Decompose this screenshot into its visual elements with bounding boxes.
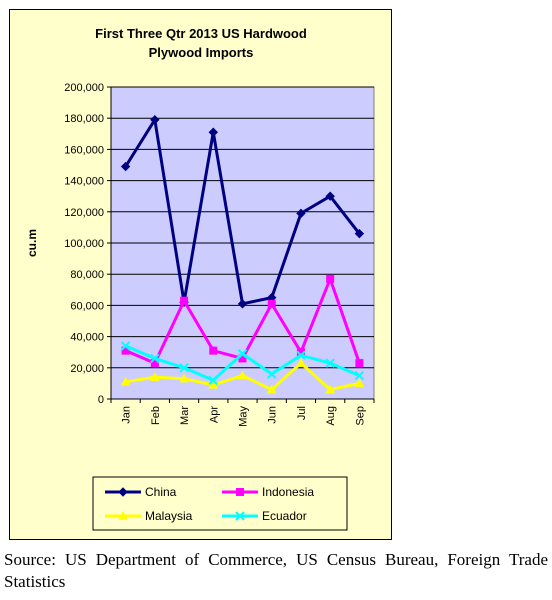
data-point — [235, 511, 245, 521]
data-point — [118, 487, 128, 497]
y-tick-label: 160,000 — [64, 144, 104, 156]
x-tick-label: Jun — [267, 406, 279, 424]
legend-label: Malaysia — [145, 509, 193, 523]
data-point — [179, 363, 189, 373]
data-point — [296, 358, 306, 367]
chart-frame: First Three Qtr 2013 US Hardwood Plywood… — [9, 9, 392, 540]
legend-label: Ecuador — [262, 509, 307, 523]
legend-item-china: China — [105, 485, 177, 499]
x-tick-label: May — [238, 406, 250, 427]
x-tick-label: Aug — [325, 406, 337, 426]
data-point — [150, 353, 160, 364]
x-tick-label: Sep — [354, 406, 366, 426]
data-point — [237, 370, 248, 380]
series-ecuador — [120, 341, 365, 385]
data-point — [237, 349, 248, 359]
y-tick-label: 100,000 — [64, 238, 104, 250]
y-tick-label: 20,000 — [70, 363, 104, 375]
data-point — [209, 346, 218, 355]
data-point — [179, 373, 189, 383]
data-point — [118, 510, 128, 520]
x-tick-label: Jul — [296, 406, 308, 420]
data-point — [180, 296, 189, 305]
source-note: Source: US Department of Commerce, US Ce… — [4, 550, 548, 591]
data-point — [237, 299, 248, 309]
data-point — [120, 161, 131, 172]
data-point — [296, 350, 306, 361]
data-point — [354, 378, 365, 388]
data-point — [326, 274, 335, 283]
data-point — [267, 369, 277, 379]
legend-box — [92, 476, 348, 531]
y-tick-label: 180,000 — [64, 113, 104, 125]
x-tick-label: Feb — [150, 406, 162, 425]
legend-label: China — [145, 485, 177, 499]
y-tick-label: 200,000 — [64, 82, 104, 94]
legend: China Indonesia Malaysia Ecuador — [92, 476, 348, 531]
legend-item-indonesia: Indonesia — [222, 485, 314, 499]
data-point — [208, 379, 219, 389]
data-point — [120, 376, 131, 386]
x-tick-label: Apr — [208, 406, 220, 423]
legend-item-malaysia: Malaysia — [105, 509, 193, 523]
data-point — [236, 488, 244, 496]
line-chart: First Three Qtr 2013 US Hardwood Plywood… — [25, 26, 375, 531]
data-point — [325, 384, 336, 394]
data-point — [150, 115, 160, 125]
data-point — [325, 358, 335, 368]
data-point — [325, 191, 335, 201]
legend-item-ecuador: Ecuador — [222, 509, 307, 523]
chart-title: First Three Qtr 2013 US Hardwood — [95, 26, 307, 41]
y-tick-label: 40,000 — [70, 332, 104, 344]
y-tick-label: 60,000 — [70, 300, 104, 312]
data-point — [354, 228, 365, 239]
x-tick-label: Mar — [179, 406, 191, 425]
axes: 0 20,000 40,000 60,000 80,000 100,000 120,000 1… — [64, 82, 375, 427]
data-point — [266, 384, 277, 394]
data-point — [208, 375, 218, 385]
y-tick-label: 0 — [98, 394, 104, 406]
data-point — [149, 372, 160, 381]
data-point — [208, 127, 218, 137]
chart-title-line2: Plywood Imports — [149, 45, 254, 60]
y-tick-label: 140,000 — [64, 176, 104, 188]
series-malaysia — [120, 358, 365, 394]
data-point — [267, 299, 276, 308]
y-tick-label: 120,000 — [64, 207, 104, 219]
legend-label: Indonesia — [262, 485, 314, 499]
y-axis-label: cu.m — [25, 229, 39, 257]
series-lines — [120, 115, 365, 394]
data-point — [120, 341, 131, 351]
data-point — [296, 208, 306, 219]
x-tick-label: Jan — [121, 406, 133, 424]
y-tick-label: 80,000 — [70, 269, 104, 281]
data-point — [355, 359, 364, 368]
data-point — [354, 370, 365, 381]
